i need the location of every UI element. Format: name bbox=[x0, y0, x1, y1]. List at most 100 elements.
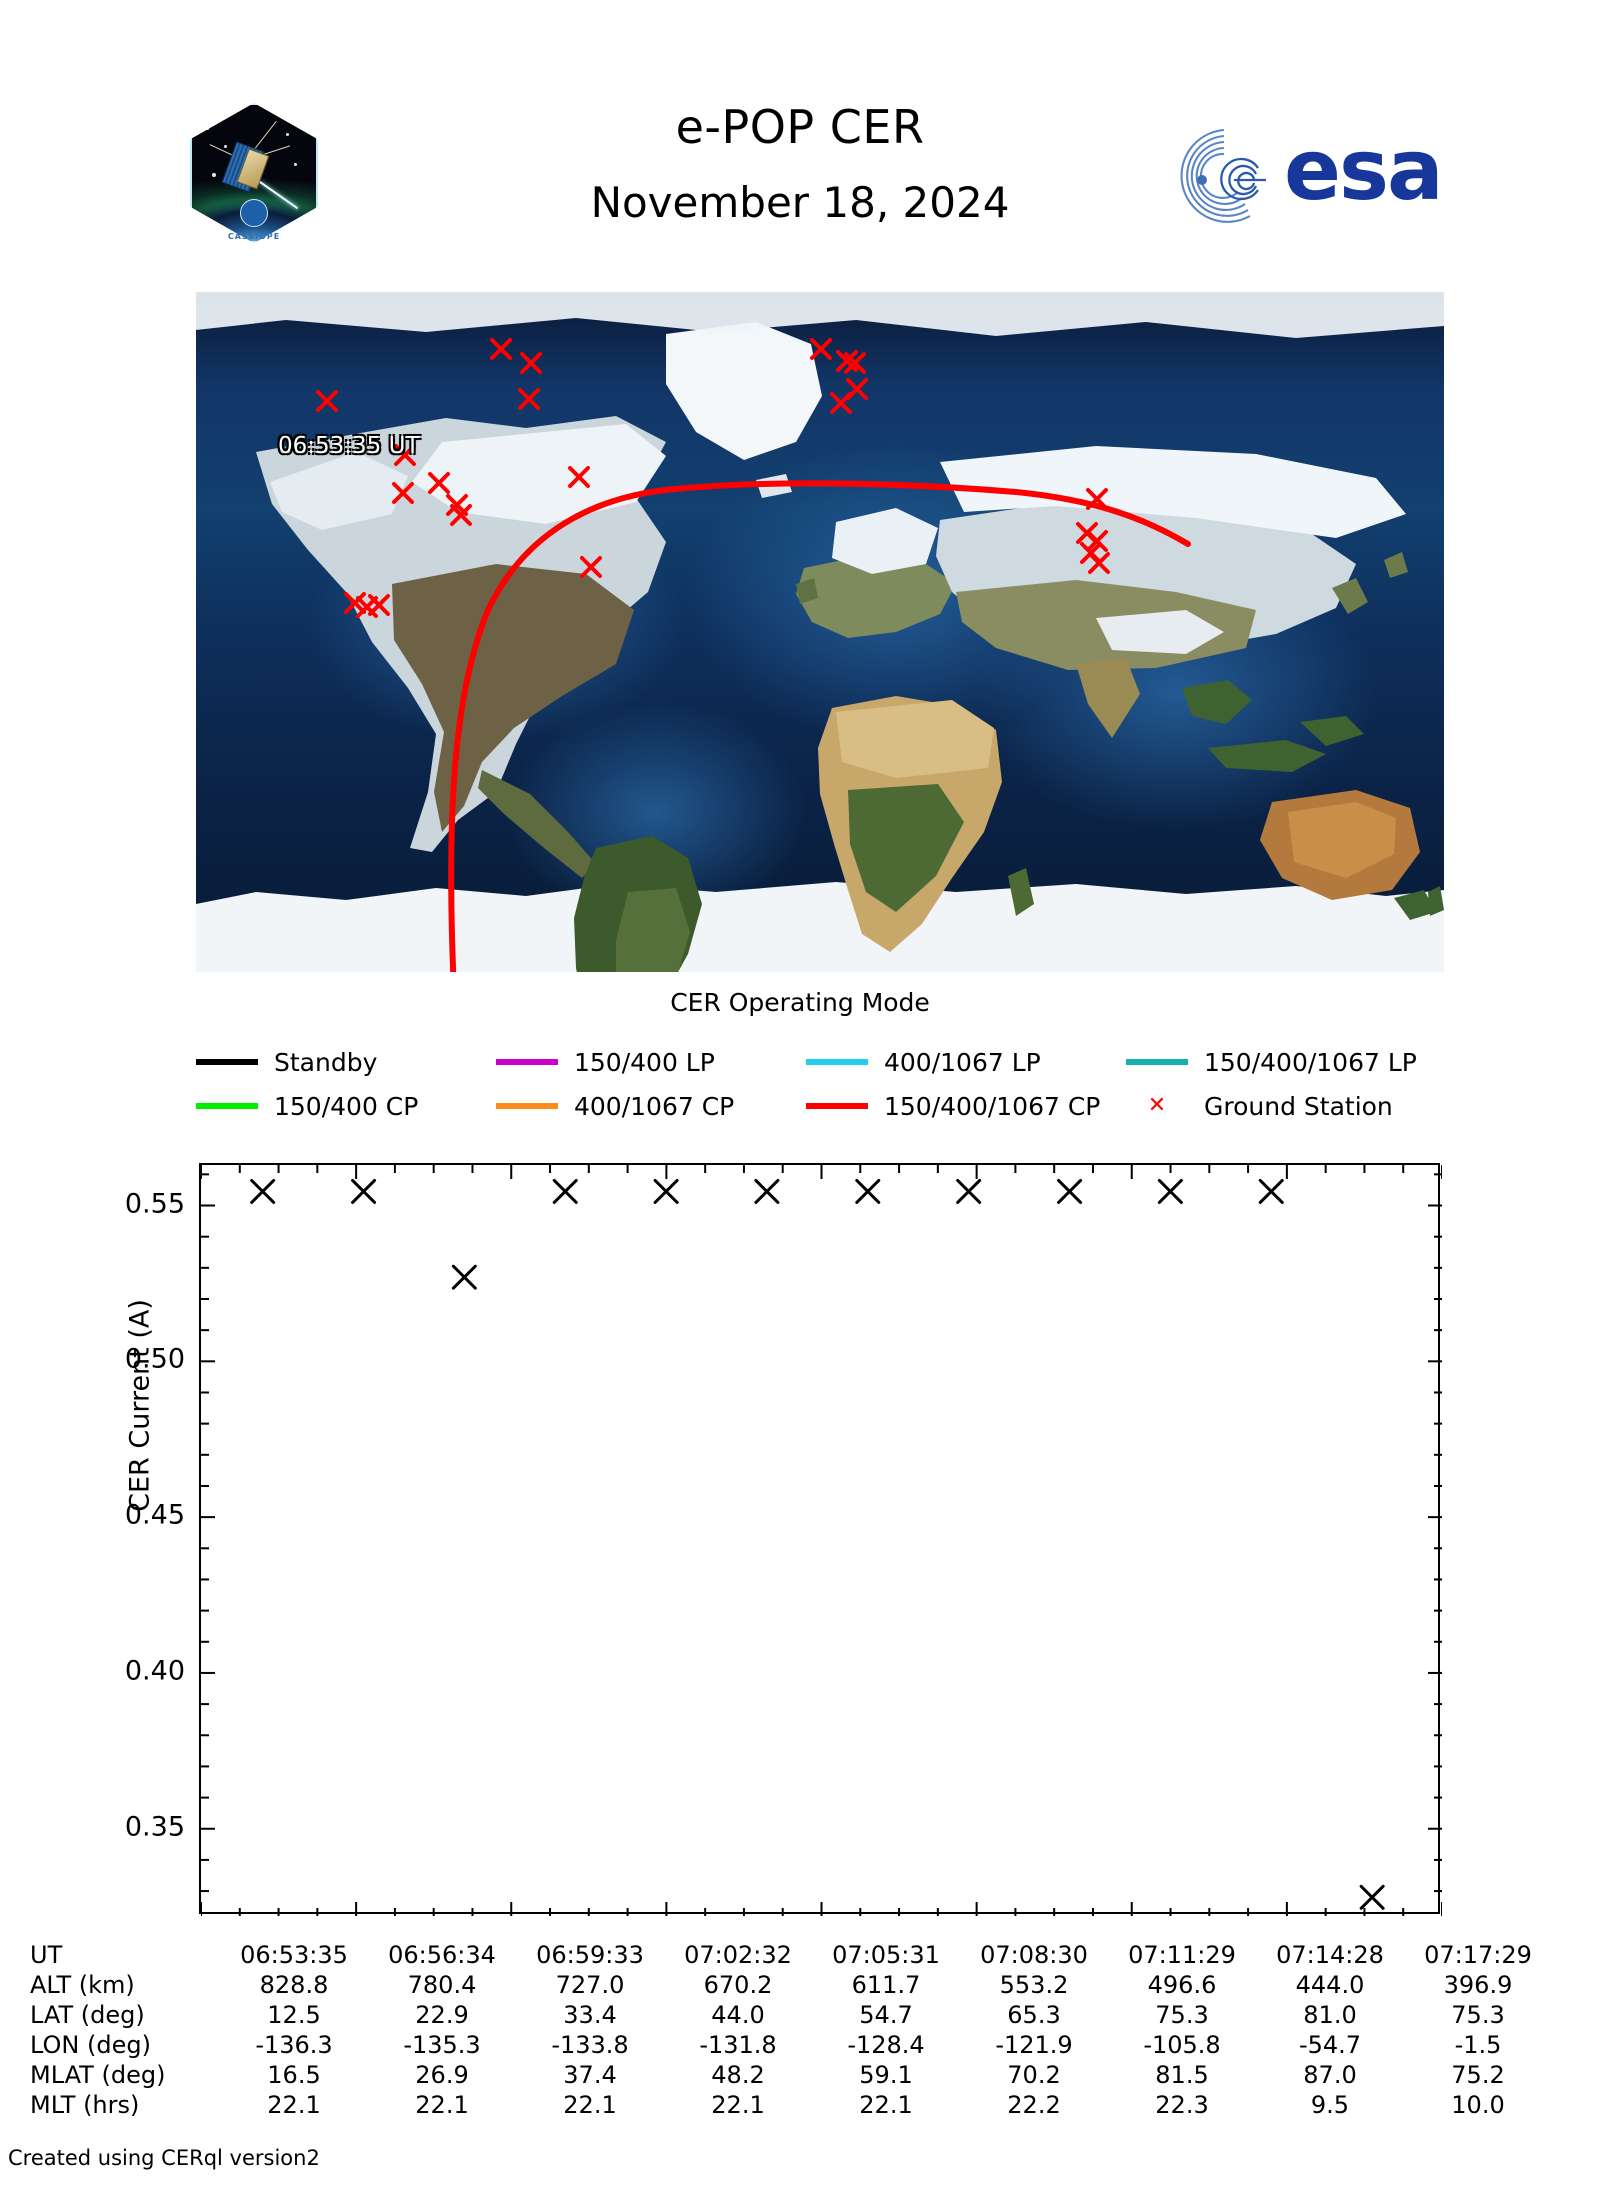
table-cell: 22.1 bbox=[415, 2091, 469, 2119]
table-cell: 07:17:29 bbox=[1424, 1941, 1532, 1969]
cassiope-seal-icon bbox=[240, 199, 268, 227]
page-header: CASSIOPE e-POP CER November 18, 2024 esa bbox=[0, 0, 1600, 270]
legend-row: 150/400 CP 400/1067 CP 150/400/1067 CP ✕… bbox=[196, 1084, 1444, 1128]
table-cell: 828.8 bbox=[259, 1971, 329, 1999]
table-cell: 12.5 bbox=[267, 2001, 321, 2029]
table-cell: 10.0 bbox=[1451, 2091, 1505, 2119]
table-cell: 22.1 bbox=[711, 2091, 765, 2119]
satellite-ground-track bbox=[448, 480, 1191, 972]
y-axis-tick-label: 0.45 bbox=[124, 1499, 185, 1531]
y-axis-tick-label: 0.35 bbox=[124, 1811, 185, 1843]
table-cell: 22.2 bbox=[1007, 2091, 1061, 2119]
star-icon bbox=[212, 173, 216, 177]
legend-label: 150/400 CP bbox=[274, 1091, 419, 1121]
table-cell: 07:02:32 bbox=[684, 1941, 792, 1969]
table-cell: 75.2 bbox=[1451, 2061, 1505, 2089]
y-axis-tick-label: 0.50 bbox=[124, 1343, 185, 1375]
world-map[interactable]: 06:53:35 UT 07:17:29 UT bbox=[196, 292, 1444, 972]
legend-label: 400/1067 CP bbox=[574, 1091, 735, 1121]
esa-logo: esa bbox=[1172, 120, 1472, 230]
legend-swatch-150-400-1067-cp bbox=[806, 1103, 868, 1109]
x-axis-ticks bbox=[201, 1165, 1442, 1916]
data-point-x-marker bbox=[956, 1178, 982, 1204]
table-cell: 87.0 bbox=[1303, 2061, 1357, 2089]
legend-item-standby[interactable]: Standby bbox=[196, 1048, 496, 1077]
table-cell: 81.0 bbox=[1303, 2001, 1357, 2029]
table-row: LAT (deg) 12.5 22.9 33.4 44.0 54.7 65.3 75.3 81.… bbox=[30, 2000, 1570, 2030]
plot-svg bbox=[201, 1165, 1442, 1916]
legend-swatch-400-1067-lp bbox=[806, 1059, 868, 1065]
cassiope-logo: CASSIOPE bbox=[190, 103, 318, 243]
legend-item-150-400-1067-lp[interactable]: 150/400/1067 LP bbox=[1126, 1048, 1417, 1077]
map-start-time-label: 06:53:35 UT bbox=[278, 433, 420, 459]
map-end-time-label: 07:17:29 UT bbox=[799, 292, 941, 294]
table-cell: 396.9 bbox=[1443, 1971, 1513, 1999]
data-point-x-marker bbox=[855, 1178, 881, 1204]
legend-swatch-150-400-cp bbox=[196, 1103, 258, 1109]
table-cell: 07:05:31 bbox=[832, 1941, 940, 1969]
data-point-x-marker bbox=[1157, 1178, 1183, 1204]
legend-item-ground-station[interactable]: ✕ Ground Station bbox=[1126, 1092, 1393, 1121]
table-row: MLT (hrs) 22.1 22.1 22.1 22.1 22.1 22.2 22.3 9.5… bbox=[30, 2090, 1570, 2120]
table-cell: 26.9 bbox=[415, 2061, 469, 2089]
legend-swatch-standby bbox=[196, 1059, 258, 1065]
table-cell: 780.4 bbox=[407, 1971, 477, 1999]
data-point-x-marker bbox=[351, 1178, 377, 1204]
table-cell: -128.4 bbox=[847, 2031, 925, 2059]
table-cell: -1.5 bbox=[1454, 2031, 1502, 2059]
legend-label: 150/400/1067 LP bbox=[1204, 1047, 1417, 1077]
legend-label: Standby bbox=[274, 1047, 378, 1077]
legend-item-400-1067-cp[interactable]: 400/1067 CP bbox=[496, 1092, 806, 1121]
page-title: e-POP CER bbox=[675, 100, 925, 154]
legend-item-150-400-lp[interactable]: 150/400 LP bbox=[496, 1048, 806, 1077]
esa-swirl-icon bbox=[1180, 128, 1266, 223]
table-cell: 33.4 bbox=[563, 2001, 617, 2029]
legend-item-400-1067-lp[interactable]: 400/1067 LP bbox=[806, 1048, 1126, 1077]
data-point-x-marker bbox=[451, 1264, 477, 1290]
cassiope-logo-wordmark: CASSIOPE bbox=[227, 232, 281, 241]
table-cell: 48.2 bbox=[711, 2061, 765, 2089]
credit-line: Created using CERql version2 bbox=[8, 2146, 320, 2170]
table-row-label: LAT (deg) bbox=[30, 2001, 145, 2029]
legend-label: 150/400 LP bbox=[574, 1047, 715, 1077]
table-cell: 22.1 bbox=[563, 2091, 617, 2119]
data-points bbox=[250, 1178, 1385, 1910]
table-cell: 59.1 bbox=[859, 2061, 913, 2089]
star-icon bbox=[224, 145, 227, 148]
star-icon bbox=[286, 133, 289, 136]
table-cell: 75.3 bbox=[1451, 2001, 1505, 2029]
table-cell: -121.9 bbox=[995, 2031, 1073, 2059]
table-cell: 22.9 bbox=[415, 2001, 469, 2029]
table-cell: 44.0 bbox=[711, 2001, 765, 2029]
data-point-x-marker bbox=[653, 1178, 679, 1204]
legend-swatch-400-1067-cp bbox=[496, 1103, 558, 1109]
star-icon bbox=[206, 127, 209, 130]
table-cell: -135.3 bbox=[403, 2031, 481, 2059]
legend-swatch-150-400-1067-lp bbox=[1126, 1059, 1188, 1065]
legend-item-150-400-cp[interactable]: 150/400 CP bbox=[196, 1092, 496, 1121]
esa-wordmark: esa bbox=[1284, 121, 1444, 219]
table-row-label: UT bbox=[30, 1941, 63, 1969]
table-row: ALT (km) 828.8 780.4 727.0 670.2 611.7 553.2 49… bbox=[30, 1970, 1570, 2000]
table-cell: 16.5 bbox=[267, 2061, 321, 2089]
table-cell: 611.7 bbox=[851, 1971, 921, 1999]
legend-label: Ground Station bbox=[1204, 1091, 1393, 1121]
table-cell: 670.2 bbox=[703, 1971, 773, 1999]
y-axis-tick-label: 0.55 bbox=[124, 1188, 185, 1219]
table-cell: 06:53:35 bbox=[240, 1941, 348, 1969]
table-row: MLAT (deg) 16.5 26.9 37.4 48.2 59.1 70.2 81.5 87… bbox=[30, 2060, 1570, 2090]
cer-current-plot[interactable] bbox=[199, 1163, 1442, 1916]
table-cell: 65.3 bbox=[1007, 2001, 1061, 2029]
table-cell: -136.3 bbox=[255, 2031, 333, 2059]
table-cell: 22.3 bbox=[1155, 2091, 1209, 2119]
data-point-x-marker bbox=[1359, 1884, 1385, 1910]
data-point-x-marker bbox=[552, 1178, 578, 1204]
legend-row: Standby 150/400 LP 400/1067 LP 150/400/1… bbox=[196, 1040, 1444, 1084]
table-cell: 06:59:33 bbox=[536, 1941, 644, 1969]
table-cell: 54.7 bbox=[859, 2001, 913, 2029]
legend-item-150-400-1067-cp[interactable]: 150/400/1067 CP bbox=[806, 1092, 1126, 1121]
y-axis-ticks bbox=[201, 1173, 1442, 1893]
table-row-label: LON (deg) bbox=[30, 2031, 151, 2059]
table-cell: -133.8 bbox=[551, 2031, 629, 2059]
table-row-label: ALT (km) bbox=[30, 1971, 135, 1999]
